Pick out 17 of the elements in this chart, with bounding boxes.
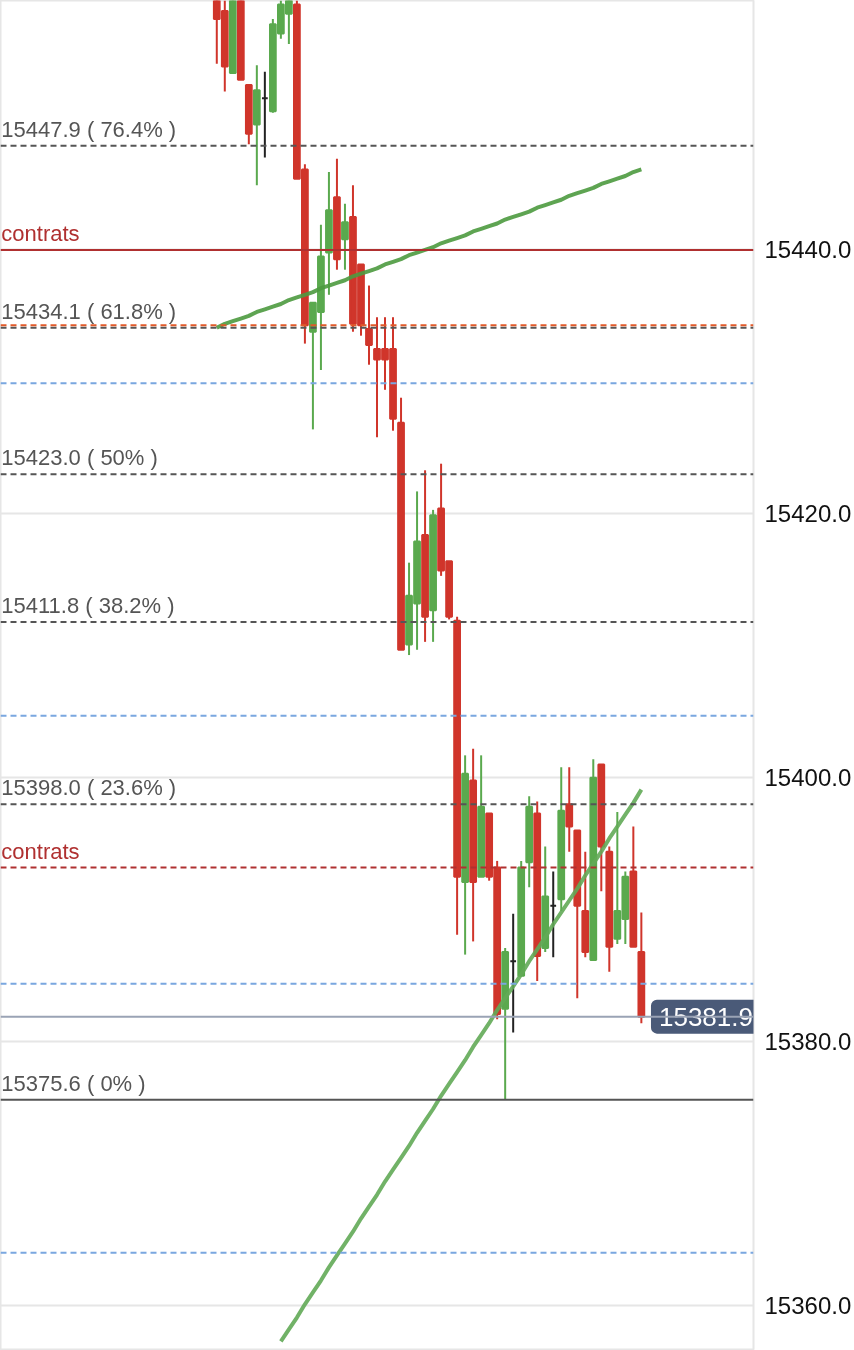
candlestick bbox=[565, 766, 574, 853]
y-tick-label: 15380.0 bbox=[764, 1028, 852, 1056]
ref-line-label: 15423.0 ( 50% ) bbox=[1, 445, 158, 471]
y-tick-label: 15440.0 bbox=[764, 236, 852, 264]
ref-line-label: 15434.1 ( 61.8% ) bbox=[1, 298, 177, 324]
y-tick-label: 15400.0 bbox=[764, 764, 852, 792]
ref-line-label: 15411.8 ( 38.2% ) bbox=[1, 593, 175, 619]
ref-line-label: contrats bbox=[1, 220, 80, 246]
y-tick-label: 15420.0 bbox=[764, 500, 852, 528]
ref-line-label: contrats bbox=[1, 838, 80, 864]
candlestick bbox=[365, 284, 373, 366]
ref-line-label: 15447.9 ( 76.4% ) bbox=[1, 116, 177, 142]
candlestick bbox=[341, 202, 349, 271]
ref-line-label: 15375.6 ( 0% ) bbox=[1, 1070, 146, 1096]
y-tick-label: 15360.0 bbox=[764, 1292, 852, 1320]
line-series bbox=[214, 167, 644, 330]
ref-line-label: 15398.0 ( 23.6% ) bbox=[1, 775, 177, 801]
